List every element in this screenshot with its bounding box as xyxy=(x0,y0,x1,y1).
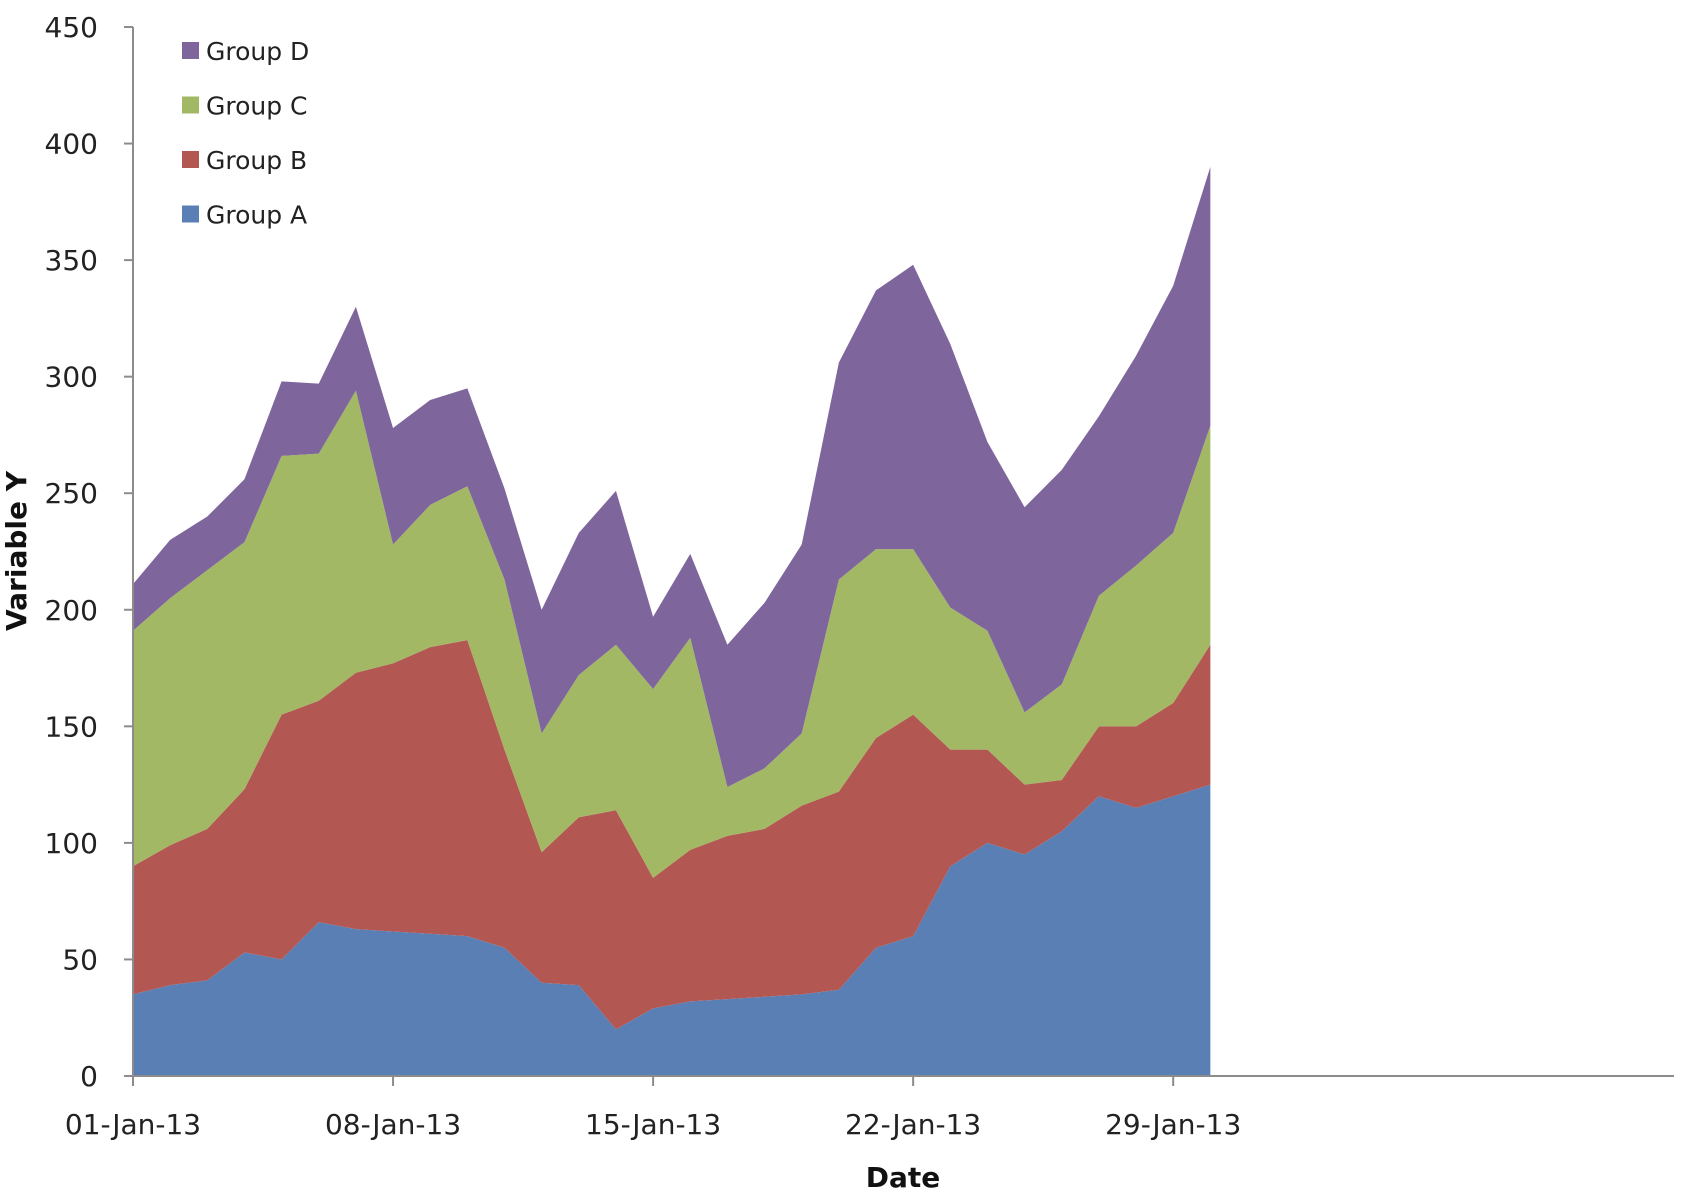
x-tick-label: 29-Jan-13 xyxy=(1105,1108,1241,1141)
x-tick-label: 15-Jan-13 xyxy=(585,1108,721,1141)
legend-swatch xyxy=(182,42,199,59)
y-tick-label: 100 xyxy=(45,827,98,860)
y-tick-label: 200 xyxy=(45,594,98,627)
legend-label: Group C xyxy=(206,92,308,121)
area-group-c xyxy=(133,390,1211,878)
area-group-d xyxy=(133,166,1211,787)
y-tick-label: 250 xyxy=(45,477,98,510)
legend-label: Group D xyxy=(206,37,309,66)
y-axis-ticks: 0 50 100 150 200 250 300 350 400 450 xyxy=(45,11,133,1093)
area-group-a xyxy=(133,784,1211,1076)
y-tick-label: 150 xyxy=(45,710,98,743)
legend-label: Group A xyxy=(206,201,307,230)
y-tick-label: 50 xyxy=(62,943,98,976)
legend-swatch xyxy=(182,205,199,223)
legend-swatch xyxy=(182,151,199,168)
y-tick-label: 300 xyxy=(45,361,98,394)
area-group-b xyxy=(133,640,1211,1030)
y-axis-title: Variable Y xyxy=(0,470,33,631)
x-tick-label: 08-Jan-13 xyxy=(325,1108,461,1141)
area-series-group xyxy=(133,166,1211,1076)
x-tick-label: 22-Jan-13 xyxy=(845,1108,981,1141)
y-tick-label: 0 xyxy=(80,1060,98,1093)
x-axis-title: Date xyxy=(866,1161,941,1194)
y-tick-label: 450 xyxy=(45,11,98,44)
y-tick-label: 350 xyxy=(45,244,98,277)
x-tick-label: 01-Jan-13 xyxy=(65,1108,201,1141)
legend-label: Group B xyxy=(206,146,307,175)
x-axis-ticks: 01-Jan-13 08-Jan-13 15-Jan-13 22-Jan-13 29-J… xyxy=(65,1076,1241,1141)
y-tick-label: 400 xyxy=(45,128,98,161)
axes xyxy=(132,27,1674,1077)
legend-swatch xyxy=(182,96,199,114)
legend: Group D Group C Group B Group A xyxy=(182,37,309,230)
